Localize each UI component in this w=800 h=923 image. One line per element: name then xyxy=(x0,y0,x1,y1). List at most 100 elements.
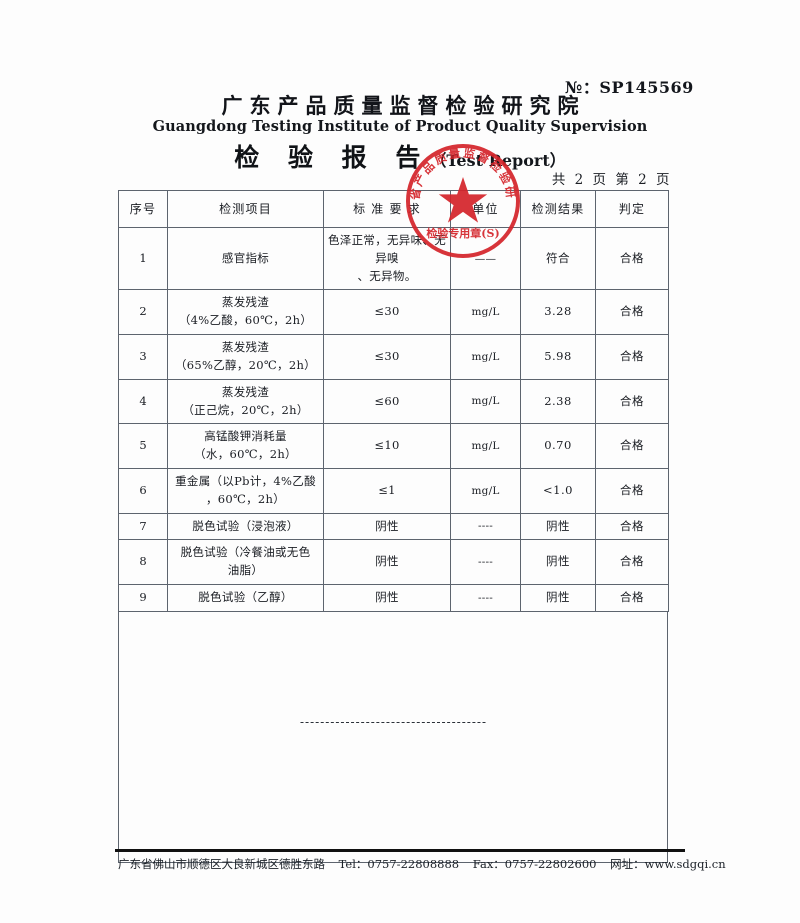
row-item-line: （4%乙酸，60℃，2h） xyxy=(178,313,313,328)
document-title-en: （Test Report） xyxy=(430,151,566,170)
row-standard-line: 阴性 xyxy=(375,554,399,569)
row-item-line: 蒸发残渣 xyxy=(221,340,270,355)
footer-fax: Fax：0757-22802600 xyxy=(472,857,597,871)
row-unit: mg/L xyxy=(450,289,521,336)
row-index: 9 xyxy=(118,584,168,612)
table-row: 6 重金属（以Pb计，4%乙酸 ，60℃，2h） ≤1 mg/L <1.0 合格 xyxy=(118,467,669,514)
blank-continuation-area xyxy=(118,611,668,863)
row-standard: ≤30 xyxy=(323,289,451,336)
row-standard: 阴性 xyxy=(323,512,451,541)
table-row: 1 感官指标 色泽正常，无异味、无异嗅 、无异物。 —— 符合 合格 xyxy=(118,226,669,291)
table-row: 3 蒸发残渣 （65%乙醇，20℃，2h） ≤30 mg/L 5.98 合格 xyxy=(118,334,669,380)
organization-name-en: Guangdong Testing Institute of Product Q… xyxy=(152,118,648,135)
row-standard-line: ≤1 xyxy=(378,482,396,497)
row-index: 2 xyxy=(118,289,168,336)
row-unit: mg/L xyxy=(450,423,521,469)
row-standard: 阴性 xyxy=(323,539,451,585)
table-row: 5 高锰酸钾消耗量 （水，60℃，2h） ≤10 mg/L 0.70 合格 xyxy=(118,423,669,469)
row-item: 脱色试验（浸泡液） xyxy=(167,512,324,541)
row-verdict: 合格 xyxy=(595,289,669,336)
row-item-line: 脱色试验（冷餐油或无色 xyxy=(180,545,311,560)
row-index: 6 xyxy=(118,467,168,514)
column-header-index: 序号 xyxy=(118,190,168,228)
column-header-unit: 单位 xyxy=(450,190,521,228)
row-item-line: （正己烷，20℃，2h） xyxy=(182,402,309,417)
row-item-line: （水，60℃，2h） xyxy=(194,447,297,462)
row-item: 脱色试验（乙醇） xyxy=(167,584,324,612)
row-index: 4 xyxy=(118,378,168,425)
row-standard: ≤10 xyxy=(323,423,451,469)
row-item: 感官指标 xyxy=(167,226,324,291)
results-table-body: 1 感官指标 色泽正常，无异味、无异嗅 、无异物。 —— 符合 合格 2 蒸 xyxy=(118,226,669,612)
row-standard: 色泽正常，无异味、无异嗅 、无异物。 xyxy=(323,226,451,291)
row-result: 阴性 xyxy=(520,512,596,541)
footer-website: 网址：www.sdgqi.cn xyxy=(610,857,726,871)
row-result: 阴性 xyxy=(520,539,596,585)
row-index: 8 xyxy=(118,539,168,585)
row-result: 符合 xyxy=(520,226,596,291)
row-item-line: 脱色试验（乙醇） xyxy=(198,590,293,604)
row-verdict: 合格 xyxy=(595,584,669,612)
end-of-report-dashed-line xyxy=(300,721,486,723)
footer-divider xyxy=(115,849,685,852)
row-standard-line: 阴性 xyxy=(375,590,399,604)
row-unit: ---- xyxy=(450,584,521,612)
report-number-value: SP145569 xyxy=(599,78,694,97)
row-item: 高锰酸钾消耗量 （水，60℃，2h） xyxy=(167,423,324,469)
row-index: 3 xyxy=(118,334,168,380)
row-standard-line: ≤30 xyxy=(374,348,400,363)
column-header-standard: 标 准 要 求 xyxy=(323,190,451,228)
footer-tel: Tel：0757-22808888 xyxy=(338,857,460,871)
row-standard-line: 色泽正常，无异味、无异嗅 xyxy=(328,233,446,265)
column-header-result: 检测结果 xyxy=(520,190,596,228)
results-table: 序号 检测项目 标 准 要 求 单位 检测结果 判定 1 感官指标 色泽正常，无… xyxy=(118,190,669,612)
column-header-verdict: 判定 xyxy=(595,190,669,228)
row-index: 5 xyxy=(118,423,168,469)
page-count: 共 2 页 第 2 页 xyxy=(551,172,672,188)
row-verdict: 合格 xyxy=(595,512,669,541)
document-title-cn: 检 验 报 告 xyxy=(234,143,431,172)
row-result: 2.38 xyxy=(520,378,596,425)
row-standard-line: 阴性 xyxy=(375,518,399,533)
row-item-line: 感官指标 xyxy=(221,250,270,265)
row-standard-line: ≤60 xyxy=(374,393,400,408)
footer-contact-info: 广东省佛山市顺德区大良新城区德胜东路 Tel：0757-22808888 Fax… xyxy=(118,856,726,872)
row-result: 3.28 xyxy=(520,289,596,336)
column-header-item: 检测项目 xyxy=(167,190,324,228)
report-number-label: №： xyxy=(565,78,600,97)
row-index: 1 xyxy=(118,226,168,291)
row-result: <1.0 xyxy=(520,467,596,514)
row-unit: mg/L xyxy=(450,378,521,425)
table-row: 2 蒸发残渣 （4%乙酸，60℃，2h） ≤30 mg/L 3.28 合格 xyxy=(118,289,669,336)
row-standard: 阴性 xyxy=(323,584,451,612)
row-verdict: 合格 xyxy=(595,334,669,380)
row-unit: —— xyxy=(450,226,521,291)
organization-name-cn: 广东产品质量监督检验研究院 xyxy=(221,93,586,118)
table-row: 8 脱色试验（冷餐油或无色 油脂） 阴性 ---- 阴性 合格 xyxy=(118,539,669,585)
table-row: 7 脱色试验（浸泡液） 阴性 ---- 阴性 合格 xyxy=(118,512,669,541)
table-row: 9 脱色试验（乙醇） 阴性 ---- 阴性 合格 xyxy=(118,584,669,612)
row-standard-line: 、无异物。 xyxy=(357,268,417,283)
table-row: 4 蒸发残渣 （正己烷，20℃，2h） ≤60 mg/L 2.38 合格 xyxy=(118,378,669,425)
report-number: №：SP145569 xyxy=(565,74,694,98)
row-item-line: 蒸发残渣 xyxy=(221,384,270,399)
results-table-container: 序号 检测项目 标 准 要 求 单位 检测结果 判定 1 感官指标 色泽正常，无… xyxy=(118,190,669,863)
row-standard: ≤1 xyxy=(323,467,451,514)
row-verdict: 合格 xyxy=(595,423,669,469)
row-item: 蒸发残渣 （正己烷，20℃，2h） xyxy=(167,378,324,425)
row-verdict: 合格 xyxy=(595,226,669,291)
row-item-line: ，60℃，2h） xyxy=(205,491,286,506)
row-result: 阴性 xyxy=(520,584,596,612)
footer-address: 广东省佛山市顺德区大良新城区德胜东路 xyxy=(118,857,325,871)
row-item-line: 重金属（以Pb计，4%乙酸 xyxy=(175,473,316,488)
table-header-row: 序号 检测项目 标 准 要 求 单位 检测结果 判定 xyxy=(118,190,669,228)
row-item-line: 油脂） xyxy=(227,563,264,578)
row-item: 重金属（以Pb计，4%乙酸 ，60℃，2h） xyxy=(167,467,324,514)
row-verdict: 合格 xyxy=(595,378,669,425)
row-unit: mg/L xyxy=(450,334,521,380)
row-unit: ---- xyxy=(450,512,521,541)
row-standard: ≤60 xyxy=(323,378,451,425)
document-title: 检 验 报 告（Test Report） xyxy=(0,138,800,174)
row-standard-line: ≤10 xyxy=(374,438,400,453)
